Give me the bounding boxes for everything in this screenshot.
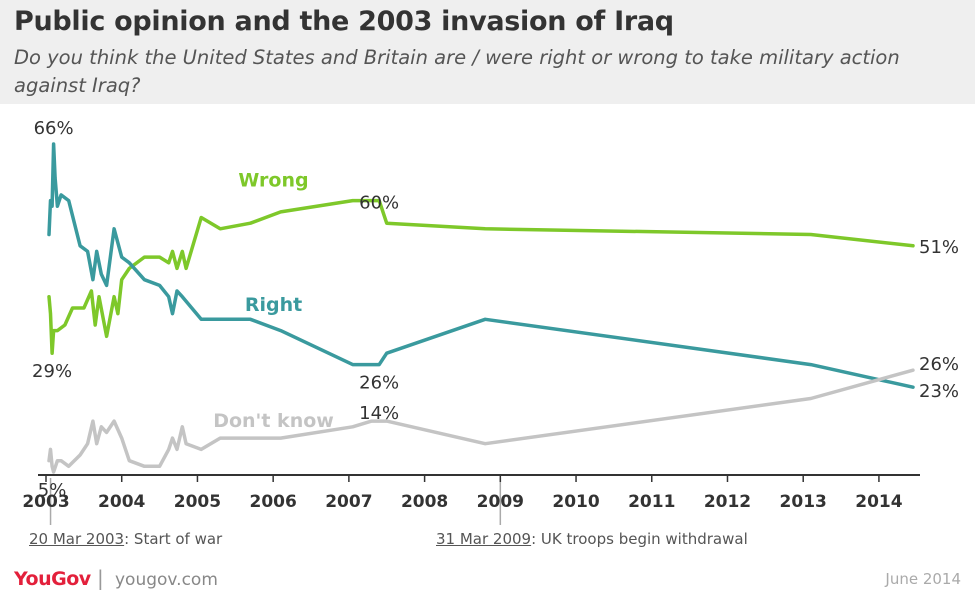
series-line-don-t-know bbox=[47, 368, 915, 474]
x-tick-label: 2013 bbox=[780, 492, 827, 512]
series-line-wrong bbox=[47, 198, 915, 355]
data-label: 51% bbox=[919, 237, 959, 258]
x-tick-label: 2012 bbox=[704, 492, 751, 512]
footnote-text: : Start of war bbox=[124, 530, 223, 548]
line-chart: 2003 2004 2005 2006 2007 2008 2009 2010 2011 2012… bbox=[22, 118, 959, 525]
series-label-right: Right bbox=[245, 294, 302, 316]
chart-title: Public opinion and the 2003 invasion of … bbox=[14, 6, 674, 37]
footnote-date: 20 Mar 2003 bbox=[29, 530, 125, 548]
data-label: 14% bbox=[359, 403, 399, 424]
data-label: 5% bbox=[38, 480, 67, 501]
chart-header: Public opinion and the 2003 invasion of … bbox=[0, 0, 975, 104]
footnote-uk-withdrawal: 31 Mar 2009: UK troops begin withdrawal bbox=[436, 530, 748, 548]
data-label: 23% bbox=[919, 381, 959, 402]
x-tick-label: 2003 bbox=[22, 492, 69, 512]
x-tick-label: 2006 bbox=[249, 492, 296, 512]
data-label: 66% bbox=[34, 118, 74, 139]
footnote-text: : UK troops begin withdrawal bbox=[531, 530, 748, 548]
data-label: 26% bbox=[359, 373, 399, 394]
x-tick-label: 2010 bbox=[552, 492, 599, 512]
x-tick-label: 2011 bbox=[628, 492, 675, 512]
x-tick-label: 2005 bbox=[174, 492, 221, 512]
data-label: 26% bbox=[919, 354, 959, 375]
x-tick-label: 2008 bbox=[401, 492, 448, 512]
x-tick-label: 2009 bbox=[477, 492, 524, 512]
data-label: 29% bbox=[32, 361, 72, 382]
footnote-start-of-war: 20 Mar 2003: Start of war bbox=[29, 530, 222, 548]
yougov-logo: YouGov bbox=[14, 568, 91, 590]
x-tick-label: 2004 bbox=[98, 492, 145, 512]
x-tick-label: 2007 bbox=[325, 492, 372, 512]
series-label-don-t-know: Don't know bbox=[213, 410, 334, 432]
publication-date: June 2014 bbox=[885, 570, 961, 588]
series-line-right bbox=[47, 142, 915, 389]
footnote-date: 31 Mar 2009 bbox=[436, 530, 532, 548]
x-tick-label: 2014 bbox=[855, 492, 902, 512]
footer-separator: | bbox=[97, 566, 104, 590]
chart-subtitle: Do you think the United States and Brita… bbox=[14, 46, 900, 97]
site-link[interactable]: yougov.com bbox=[115, 570, 218, 590]
data-label: 60% bbox=[359, 193, 399, 214]
series-label-wrong: Wrong bbox=[238, 169, 308, 191]
